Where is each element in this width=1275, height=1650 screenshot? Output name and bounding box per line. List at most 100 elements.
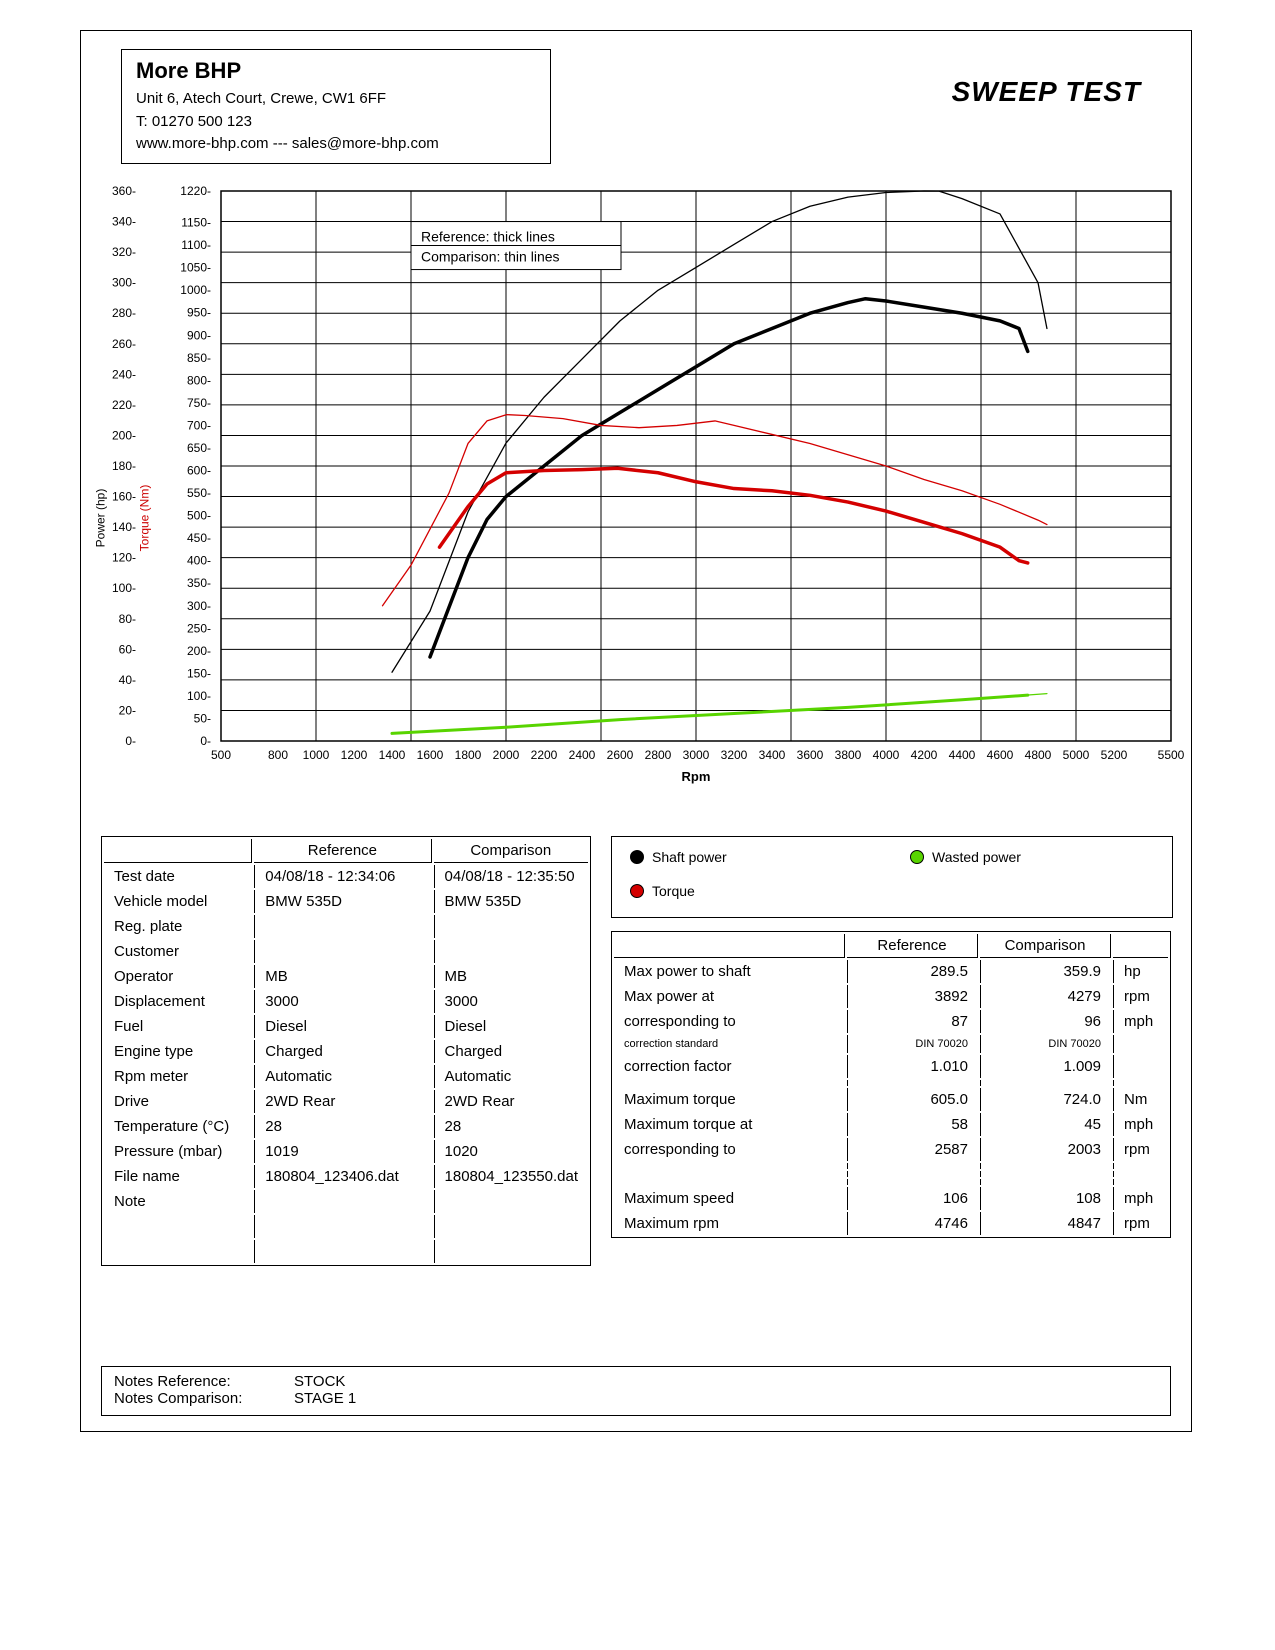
info-ref: 1019 — [254, 1140, 431, 1163]
legend-dot-shaft — [630, 850, 644, 864]
info-comp: MB — [434, 965, 588, 988]
svg-text:20-: 20- — [119, 703, 136, 717]
svg-text:0-: 0- — [125, 734, 136, 748]
svg-text:1800: 1800 — [455, 748, 482, 762]
info-comp: 2WD Rear — [434, 1090, 588, 1113]
svg-text:700-: 700- — [187, 418, 211, 432]
info-key: Rpm meter — [104, 1065, 252, 1088]
svg-text:1400: 1400 — [379, 748, 406, 762]
res-key: Maximum torque at — [614, 1113, 845, 1136]
svg-text:280-: 280- — [112, 306, 136, 320]
svg-text:900-: 900- — [187, 328, 211, 342]
svg-text:300-: 300- — [112, 276, 136, 290]
res-unit: rpm — [1113, 985, 1168, 1008]
res-unit: mph — [1113, 1010, 1168, 1033]
svg-text:1000: 1000 — [303, 748, 330, 762]
svg-text:60-: 60- — [119, 642, 136, 656]
res-comp — [980, 1163, 1111, 1169]
svg-text:220-: 220- — [112, 398, 136, 412]
header-box: More BHP Unit 6, Atech Court, Crewe, CW1… — [121, 49, 551, 164]
res-comp: 45 — [980, 1113, 1111, 1136]
res-unit — [1113, 1179, 1168, 1185]
res-unit: mph — [1113, 1187, 1168, 1210]
info-ref — [254, 915, 431, 938]
info-comp: Automatic — [434, 1065, 588, 1088]
svg-text:Reference: thick lines: Reference: thick lines — [421, 229, 555, 245]
res-ref: 3892 — [847, 985, 978, 1008]
svg-text:1000-: 1000- — [180, 283, 211, 297]
svg-text:250-: 250- — [187, 621, 211, 635]
svg-text:3200: 3200 — [721, 748, 748, 762]
svg-text:750-: 750- — [187, 396, 211, 410]
res-key — [614, 1179, 845, 1185]
info-table: Reference Comparison Test date04/08/18 -… — [101, 836, 591, 1266]
legend-panel: Shaft power Wasted power Torque — [611, 836, 1173, 918]
svg-text:2600: 2600 — [607, 748, 634, 762]
y1-axis-label: Power (hp) — [93, 489, 107, 548]
info-comp: 28 — [434, 1115, 588, 1138]
res-key: corresponding to — [614, 1138, 845, 1161]
company-name: More BHP — [136, 58, 536, 84]
legend-dot-torque — [630, 884, 644, 898]
svg-text:950-: 950- — [187, 306, 211, 320]
res-col-ref: Reference — [847, 934, 978, 958]
info-comp: BMW 535D — [434, 890, 588, 913]
legend-label-shaft: Shaft power — [652, 849, 727, 865]
y2-axis-label: Torque (Nm) — [137, 485, 151, 552]
svg-text:50-: 50- — [194, 711, 211, 725]
svg-text:350-: 350- — [187, 576, 211, 590]
res-key: correction standard — [614, 1035, 845, 1053]
svg-text:340-: 340- — [112, 215, 136, 229]
svg-text:600-: 600- — [187, 464, 211, 478]
svg-text:1150-: 1150- — [181, 216, 211, 230]
svg-text:2800: 2800 — [645, 748, 672, 762]
legend-shaft: Shaft power — [630, 849, 727, 865]
company-phone: T: 01270 500 123 — [136, 111, 536, 134]
svg-text:1050-: 1050- — [180, 261, 211, 275]
info-comp: Charged — [434, 1040, 588, 1063]
res-ref — [847, 1179, 978, 1185]
svg-text:360-: 360- — [112, 184, 136, 198]
info-col-ref: Reference — [254, 839, 431, 863]
res-col-comp: Comparison — [980, 934, 1111, 958]
svg-text:150-: 150- — [187, 666, 211, 680]
legend-label-wasted: Wasted power — [932, 849, 1021, 865]
chart-svg: 5008001000120014001600180020002200240026… — [81, 181, 1191, 801]
res-unit — [1113, 1163, 1168, 1169]
svg-text:1600: 1600 — [417, 748, 444, 762]
svg-text:3000: 3000 — [683, 748, 710, 762]
page-title: SWEEP TEST — [952, 76, 1141, 108]
svg-text:2400: 2400 — [569, 748, 596, 762]
notes-comp-val: STAGE 1 — [294, 1390, 356, 1407]
res-unit: Nm — [1113, 1088, 1168, 1111]
info-ref: Automatic — [254, 1065, 431, 1088]
res-key: correction factor — [614, 1055, 845, 1078]
svg-text:80-: 80- — [119, 612, 136, 626]
svg-text:4600: 4600 — [987, 748, 1014, 762]
res-key: Max power at — [614, 985, 845, 1008]
res-ref: 106 — [847, 1187, 978, 1210]
svg-text:1200: 1200 — [341, 748, 368, 762]
svg-text:200-: 200- — [187, 644, 211, 658]
res-ref — [847, 1163, 978, 1169]
res-unit: hp — [1113, 960, 1168, 983]
svg-text:160-: 160- — [112, 490, 136, 504]
res-key: Maximum rpm — [614, 1212, 845, 1235]
res-comp: 724.0 — [980, 1088, 1111, 1111]
res-comp: DIN 70020 — [980, 1035, 1111, 1053]
svg-text:4000: 4000 — [873, 748, 900, 762]
res-ref — [847, 1080, 978, 1086]
svg-text:5200: 5200 — [1101, 748, 1128, 762]
info-ref: Charged — [254, 1040, 431, 1063]
info-key: File name — [104, 1165, 252, 1188]
svg-text:Comparison: thin lines: Comparison: thin lines — [421, 249, 560, 265]
res-key: Max power to shaft — [614, 960, 845, 983]
res-ref: 58 — [847, 1113, 978, 1136]
svg-text:500: 500 — [211, 748, 231, 762]
svg-text:3400: 3400 — [759, 748, 786, 762]
res-unit — [1113, 1055, 1168, 1078]
svg-text:5500: 5500 — [1158, 748, 1185, 762]
legend-wasted: Wasted power — [910, 849, 1021, 865]
info-ref: 28 — [254, 1115, 431, 1138]
svg-text:800: 800 — [268, 748, 288, 762]
